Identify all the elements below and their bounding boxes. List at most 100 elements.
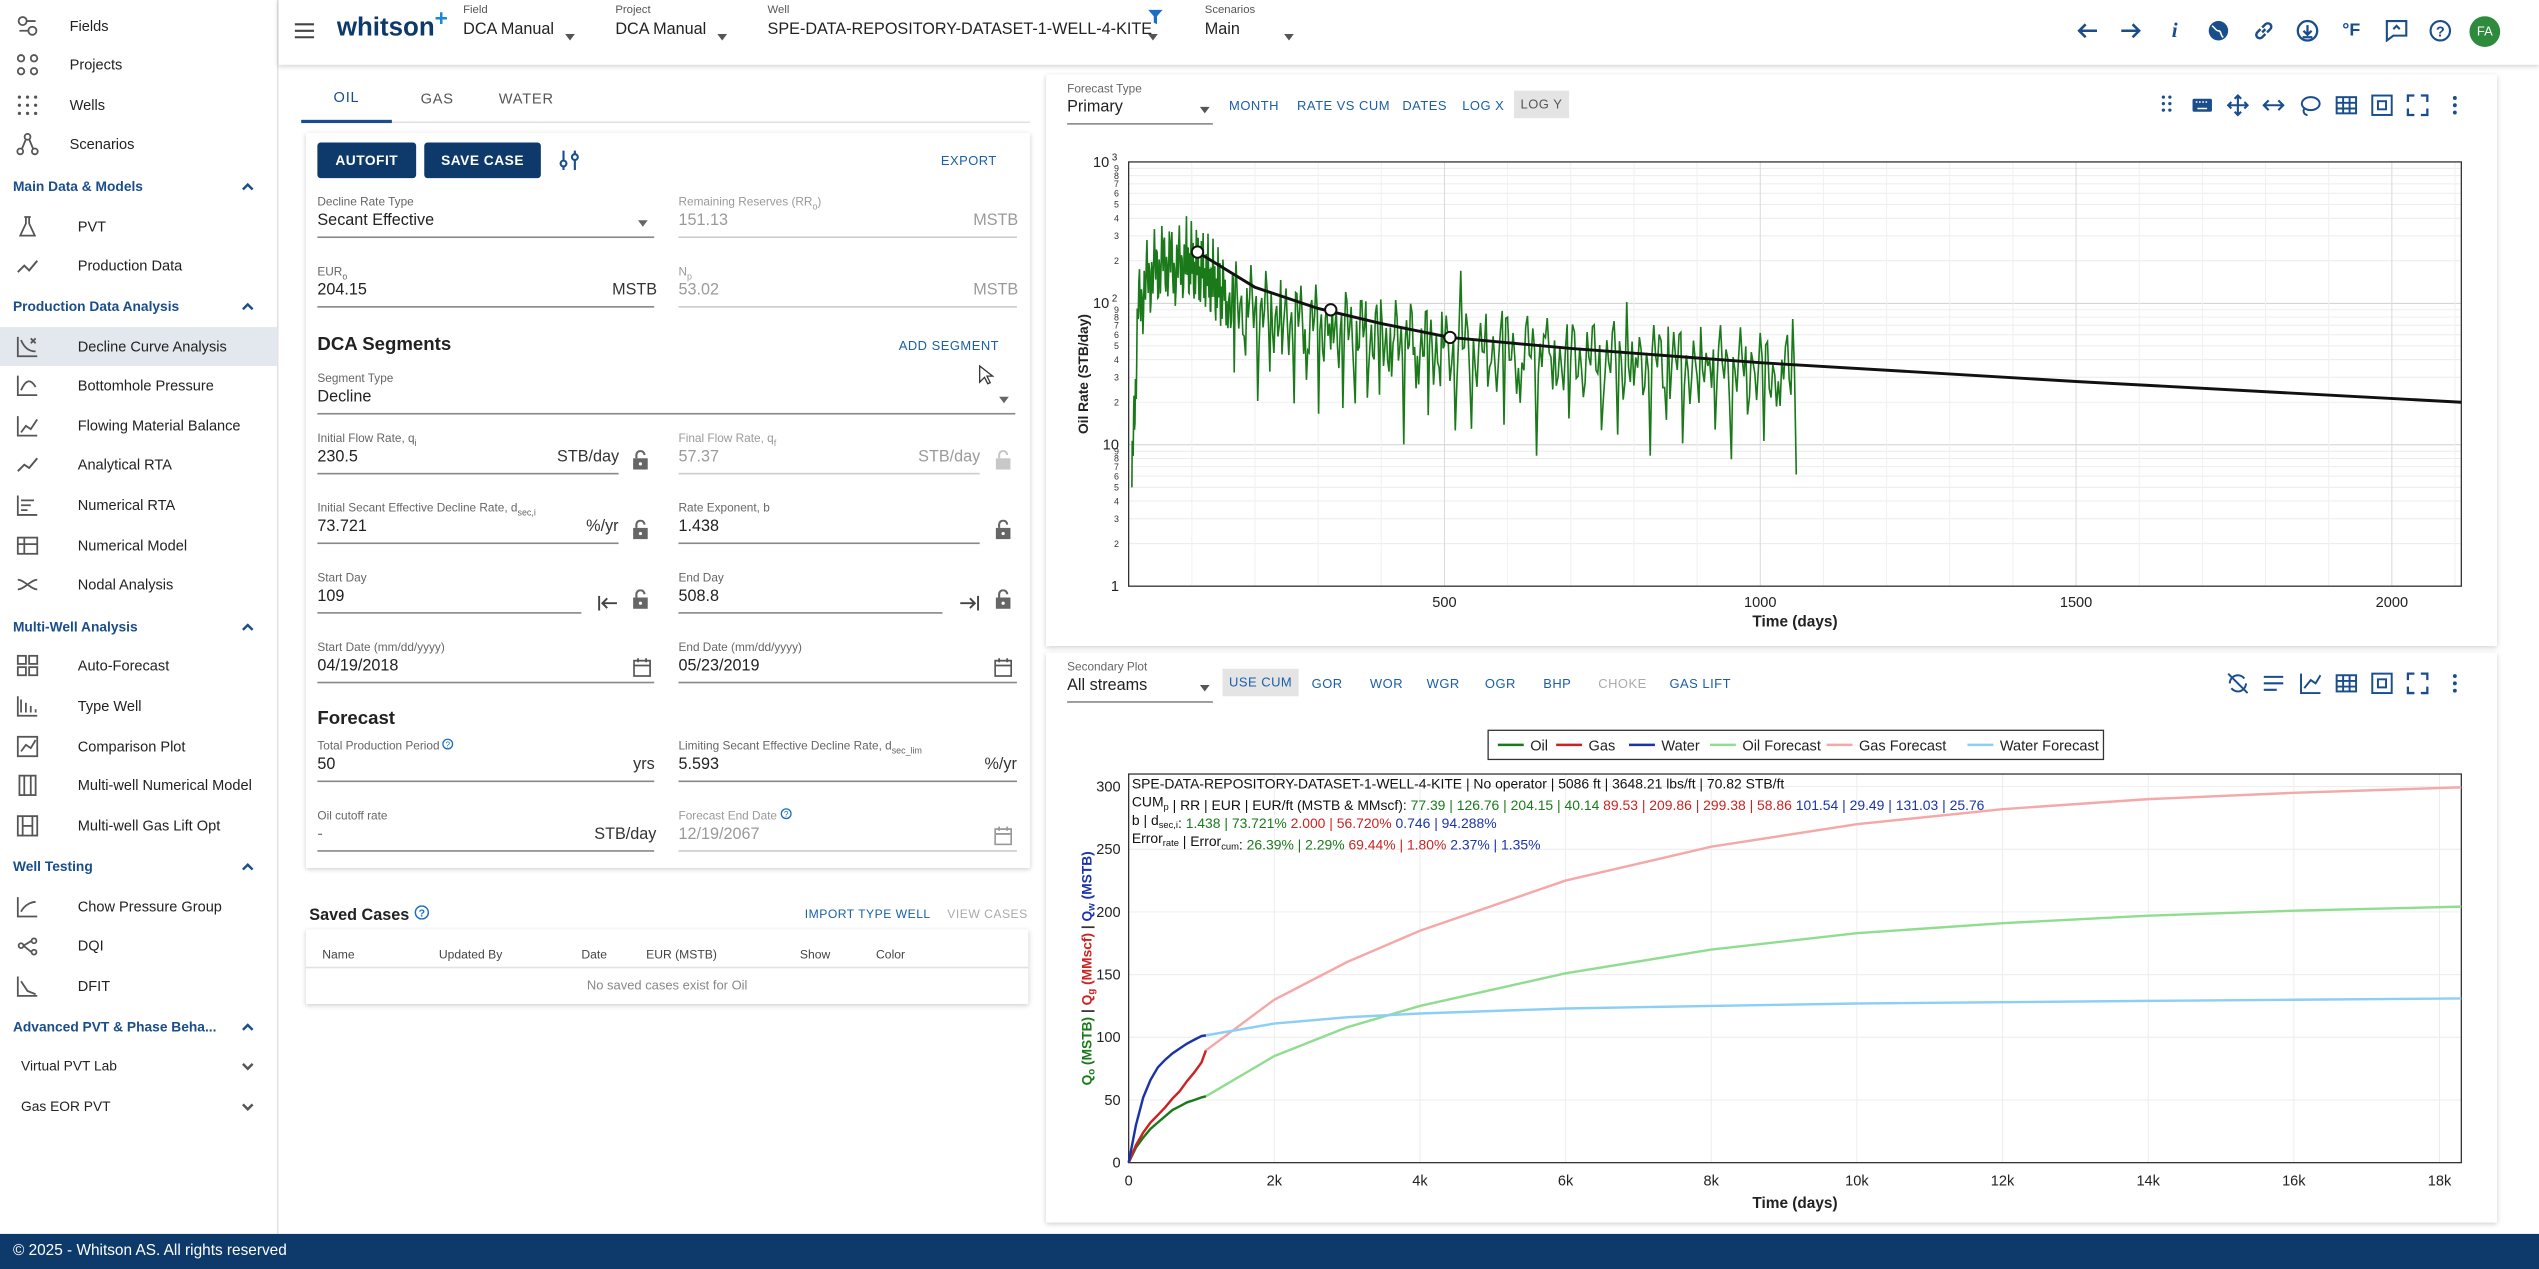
gas-lift-toggle[interactable]: GAS LIFT [1669,676,1731,692]
help-icon[interactable]: ? [780,808,792,820]
oil-cutoff-rate-field[interactable]: Oil cutoff rate - STB/day [317,808,656,853]
view-cases-button[interactable]: VIEW CASES [947,906,1028,922]
calendar-icon[interactable] [994,657,1013,677]
secondary-plot-select[interactable]: Secondary Plot All streams [1067,659,1213,704]
sidebar-item-multi-well-numerical-model[interactable]: Multi-well Numerical Model [0,766,277,805]
fullscreen-icon[interactable] [2406,94,2429,117]
autofit-button[interactable]: AUTOFIT [317,142,417,179]
sidebar-item-bottomhole-pressure[interactable]: Bottomhole Pressure [0,366,277,405]
month-toggle[interactable]: MONTH [1229,98,1279,114]
forecast-type-select[interactable]: Forecast Type Primary [1067,81,1213,126]
sidebar-item-scenarios[interactable]: Scenarios [0,125,277,164]
jump-to-end-icon[interactable] [959,594,980,612]
tab-gas[interactable]: GAS [392,74,483,123]
download-icon[interactable] [2295,18,2321,44]
link-icon[interactable] [2251,18,2277,44]
dates-toggle[interactable]: DATES [1402,98,1447,114]
help-icon[interactable]: ? [2427,18,2453,44]
cumulative-streams-chart[interactable]: 0 2k 4k 6k 8k 10k 12k 14k 16k 18k 0 50 100 150 200 250 3… [1046,721,2497,1220]
export-button[interactable]: EXPORT [940,153,997,169]
sidebar-item-wells[interactable]: Wells [0,86,277,125]
pan-icon[interactable] [2226,94,2250,117]
sidebar-section-well-testing[interactable]: Well Testing [0,847,277,886]
back-arrow-icon[interactable] [2074,18,2100,44]
fullscreen-icon[interactable] [2406,672,2429,695]
gor-toggle[interactable]: GOR [1311,676,1343,692]
sidebar-item-comparison-plot[interactable]: Comparison Plot [0,727,277,766]
eur-field[interactable]: EURo 204.15 MSTB [317,264,657,309]
table-icon[interactable] [2335,94,2358,117]
menu-icon[interactable] [294,19,315,39]
more-vert-icon[interactable] [2444,94,2467,117]
field-select[interactable]: Field DCA Manual [463,5,593,41]
use-cum-toggle[interactable]: USE CUM [1222,668,1299,697]
add-segment-button[interactable]: ADD SEGMENT [898,338,1000,354]
start-day-field[interactable]: Start Day 109 [317,570,582,615]
rate-vs-cum-toggle[interactable]: RATE VS CUM [1297,98,1390,114]
help-icon[interactable]: ? [413,905,429,920]
ogr-toggle[interactable]: OGR [1484,676,1516,692]
forward-arrow-icon[interactable] [2118,18,2144,44]
tab-oil[interactable]: OIL [301,74,392,124]
wor-toggle[interactable]: WOR [1369,676,1404,692]
jump-to-start-icon[interactable] [598,594,619,612]
unlock-icon[interactable] [632,589,650,609]
log-x-toggle[interactable]: LOG X [1462,98,1505,114]
sidebar-item-production-data[interactable]: Production Data [0,246,277,285]
horizontal-zoom-icon[interactable] [2262,94,2285,117]
sidebar-item-chow-pressure-group[interactable]: Chow Pressure Group [0,887,277,926]
filter-icon[interactable] [1148,3,1163,25]
sidebar-item-dqi[interactable]: DQI [0,926,277,965]
end-day-field[interactable]: End Day 508.8 [678,570,943,615]
sidebar-item-decline-curve-analysis[interactable]: Decline Curve Analysis [0,327,277,366]
wgr-toggle[interactable]: WGR [1426,676,1460,692]
feedback-icon[interactable] [2384,18,2410,44]
help-icon[interactable]: ? [443,738,455,750]
unlock-icon[interactable] [994,589,1012,609]
tab-water[interactable]: WATER [483,74,570,123]
sidebar-section-main-data[interactable]: Main Data & Models [0,167,277,206]
sidebar-item-dfit[interactable]: DFIT [0,967,277,1006]
unlock-icon[interactable] [632,450,650,470]
decline-rate-type-select[interactable]: Decline Rate Type Secant Effective [317,194,655,239]
globe-icon[interactable] [2205,18,2231,44]
sidebar-item-virtual-pvt-lab[interactable]: Virtual PVT Lab [0,1046,277,1085]
sidebar-item-type-well[interactable]: Type Well [0,687,277,726]
lasso-icon[interactable] [2299,94,2322,117]
import-type-well-button[interactable]: IMPORT TYPE WELL [804,906,931,922]
legend-icon[interactable] [2262,672,2285,695]
rate-exponent-field[interactable]: Rate Exponent, b 1.438 [678,500,980,545]
sidebar-section-advanced-pvt[interactable]: Advanced PVT & Phase Beha... [0,1007,277,1046]
table-icon[interactable] [2335,672,2358,695]
fit-to-screen-icon[interactable] [2371,94,2394,117]
tune-icon[interactable] [559,149,582,172]
scenarios-select[interactable]: Scenarios Main [1205,5,1302,41]
unlock-icon[interactable] [994,519,1012,540]
sidebar-section-production-data-analysis[interactable]: Production Data Analysis [0,287,277,326]
temperature-unit-toggle[interactable]: °F [2342,21,2361,41]
sidebar-item-nodal-analysis[interactable]: Nodal Analysis [0,565,277,604]
log-y-toggle[interactable]: LOG Y [1514,90,1569,119]
bhp-toggle[interactable]: BHP [1543,676,1572,692]
fit-to-screen-icon[interactable] [2371,672,2394,695]
save-case-button[interactable]: SAVE CASE [424,142,541,179]
sidebar-item-projects[interactable]: Projects [0,45,277,84]
avatar[interactable]: FA [2469,16,2501,47]
segment-type-select[interactable]: Segment Type Decline [317,371,1016,416]
total-production-period-field[interactable]: Total Production Period ? 50 yrs [317,738,655,783]
sidebar-item-pvt[interactable]: PVT [0,207,277,246]
sidebar-item-multi-well-gas-lift-opt[interactable]: Multi-well Gas Lift Opt [0,806,277,845]
sidebar-item-auto-forecast[interactable]: Auto-Forecast [0,646,277,685]
sidebar-item-gas-eor-pvt[interactable]: Gas EOR PVT [0,1087,277,1126]
project-select[interactable]: Project DCA Manual [615,5,745,41]
end-date-field[interactable]: End Date (mm/dd/yyyy) 05/23/2019 [678,640,1017,685]
initial-decline-rate-field[interactable]: Initial Secant Effective Decline Rate, d… [317,500,619,545]
sidebar-item-flowing-material-balance[interactable]: Flowing Material Balance [0,406,277,445]
start-date-field[interactable]: Start Date (mm/dd/yyyy) 04/19/2018 [317,640,655,685]
drag-handle-icon[interactable] [2155,94,2178,117]
unlock-icon[interactable] [632,519,650,540]
no-sync-icon[interactable] [2227,672,2250,695]
initial-flow-rate-field[interactable]: Initial Flow Rate, qi 230.5 STB/day [317,431,619,476]
keyboard-icon[interactable] [2191,94,2214,117]
